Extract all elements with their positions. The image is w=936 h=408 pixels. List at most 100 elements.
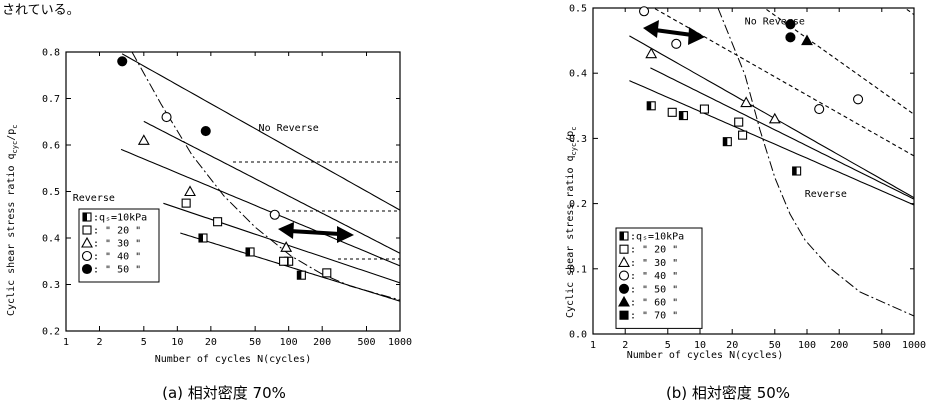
y-tick-label: 0.3 [42, 280, 60, 291]
chart-b-plot-frame [592, 7, 915, 335]
x-tick-label: 10 [171, 337, 183, 348]
x-tick-label: 10 [694, 340, 706, 351]
x-tick-label: 2 [622, 340, 628, 351]
chart-b-caption: (b) 相対密度 50% [666, 384, 790, 402]
y-tick-label: 0.6 [42, 141, 60, 152]
fit-curve [629, 35, 915, 199]
data-point [667, 107, 677, 117]
chart-b-legend: :qₛ=10kPa: " 20 ": " 30 ": " 40 ": " 50 … [615, 227, 703, 329]
data-point [671, 38, 682, 49]
data-point [296, 270, 306, 280]
x-tick-label: 2 [96, 337, 102, 348]
data-point [161, 112, 172, 123]
chart-b-boundary-lines [643, 7, 915, 317]
x-tick-label: 5 [141, 337, 147, 348]
legend-marker [81, 250, 93, 262]
data-point [322, 268, 332, 278]
data-point [200, 126, 211, 137]
y-tick-label: 0.2 [569, 199, 587, 210]
legend-marker [618, 256, 630, 267]
data-point [117, 56, 128, 67]
x-tick-label: 1 [590, 340, 596, 351]
data-point [722, 137, 732, 147]
y-tick-label: 0.3 [569, 134, 587, 145]
data-point [646, 101, 656, 111]
data-point [785, 19, 796, 30]
data-point [801, 34, 813, 46]
data-point [279, 256, 289, 266]
legend-label: : " 30 " [93, 239, 141, 250]
y-tick-label: 0.4 [569, 69, 587, 80]
x-tick-label: 20 [205, 337, 217, 348]
legend-box [615, 227, 703, 329]
legend-label: :qₛ=10kPa [630, 232, 684, 243]
y-tick-label: 0.8 [42, 48, 60, 59]
x-tick-label: 1000 [388, 337, 412, 348]
y-tick-label: 0.0 [569, 330, 587, 341]
legend-label: :qₛ=10kPa [93, 213, 147, 224]
chart-a-boundary-dashdot [131, 51, 401, 301]
legend-label: : " 70 " [630, 311, 678, 322]
legend-marker [618, 270, 630, 281]
legend-label: : " 60 " [630, 298, 678, 309]
x-tick-label: 50 [249, 337, 261, 348]
data-point [639, 6, 650, 17]
chart-b: 1 2 5 10 20 50 100 200 500 1000 0.0 0.1 0.2 0.3 0.4 0.5… [565, 4, 926, 403]
legend-box [78, 208, 160, 283]
legend-label: : " 20 " [93, 226, 141, 237]
x-tick-label: 100 [798, 340, 816, 351]
data-point [184, 185, 196, 197]
data-point [699, 104, 709, 114]
x-tick-label: 200 [313, 337, 331, 348]
data-point [645, 47, 658, 59]
y-tick-label: 0.4 [42, 234, 60, 245]
data-point [768, 112, 781, 124]
data-point [181, 198, 191, 208]
legend-marker [619, 310, 629, 320]
chart-a: 1 2 5 10 20 50 100 200 500 1000 0.2 0.3 0.4 0.5 0.6 0.7… [6, 48, 412, 403]
x-tick-label: 500 [357, 337, 375, 348]
x-tick-label: 5 [665, 340, 671, 351]
fit-curve [180, 232, 401, 302]
legend-marker [619, 244, 629, 254]
legend-marker [81, 263, 93, 275]
data-point [734, 117, 744, 127]
data-point [678, 111, 688, 121]
x-tick-label: 100 [280, 337, 298, 348]
legend-label: : " 20 " [630, 245, 678, 256]
chart-a-annotation: Reverse [73, 193, 115, 204]
chart-b-fit-curves [629, 8, 915, 206]
chart-b-x-axis-label: Number of cycles N(cycles) [627, 350, 784, 361]
chart-a-legend: :qₛ=10kPa: " 20 ": " 30 ": " 40 ": " 50 … [78, 208, 160, 283]
fit-curve [143, 120, 401, 254]
x-tick-label: 20 [726, 340, 738, 351]
legend-marker [82, 225, 92, 235]
legend-label: : " 30 " [630, 258, 678, 269]
fit-curve [121, 53, 401, 211]
x-tick-label: 1000 [902, 340, 926, 351]
data-point [280, 241, 293, 252]
y-tick-label: 0.7 [42, 94, 60, 105]
data-point [814, 104, 825, 115]
x-tick-label: 50 [769, 340, 781, 351]
chart-a-x-axis-label: Number of cycles N(cycles) [155, 354, 312, 365]
legend-marker [618, 295, 630, 307]
chart-b-annotation: Reverse [805, 189, 847, 200]
fit-curve [120, 148, 401, 267]
y-tick-label: 0.5 [42, 187, 60, 198]
legend-marker [81, 236, 93, 248]
chart-a-points [117, 56, 332, 280]
chart-a-double-arrow [278, 222, 354, 243]
data-point [792, 166, 802, 176]
chart-a-annotation: No Reverse [259, 123, 319, 134]
chart-b-double-arrow [643, 20, 705, 45]
data-point [137, 134, 150, 145]
y-tick-label: 0.1 [569, 264, 587, 275]
chart-a-tick-labels: 1 2 5 10 20 50 100 200 500 1000 0.2 0.3 0.4 0.5 0.6 0.7… [42, 48, 412, 349]
chart-b-points [639, 6, 864, 176]
fit-curve [629, 80, 915, 206]
y-tick-label: 0.2 [42, 327, 60, 338]
legend-marker [82, 212, 92, 222]
data-point [269, 209, 280, 220]
legend-label: : " 50 " [93, 265, 141, 276]
